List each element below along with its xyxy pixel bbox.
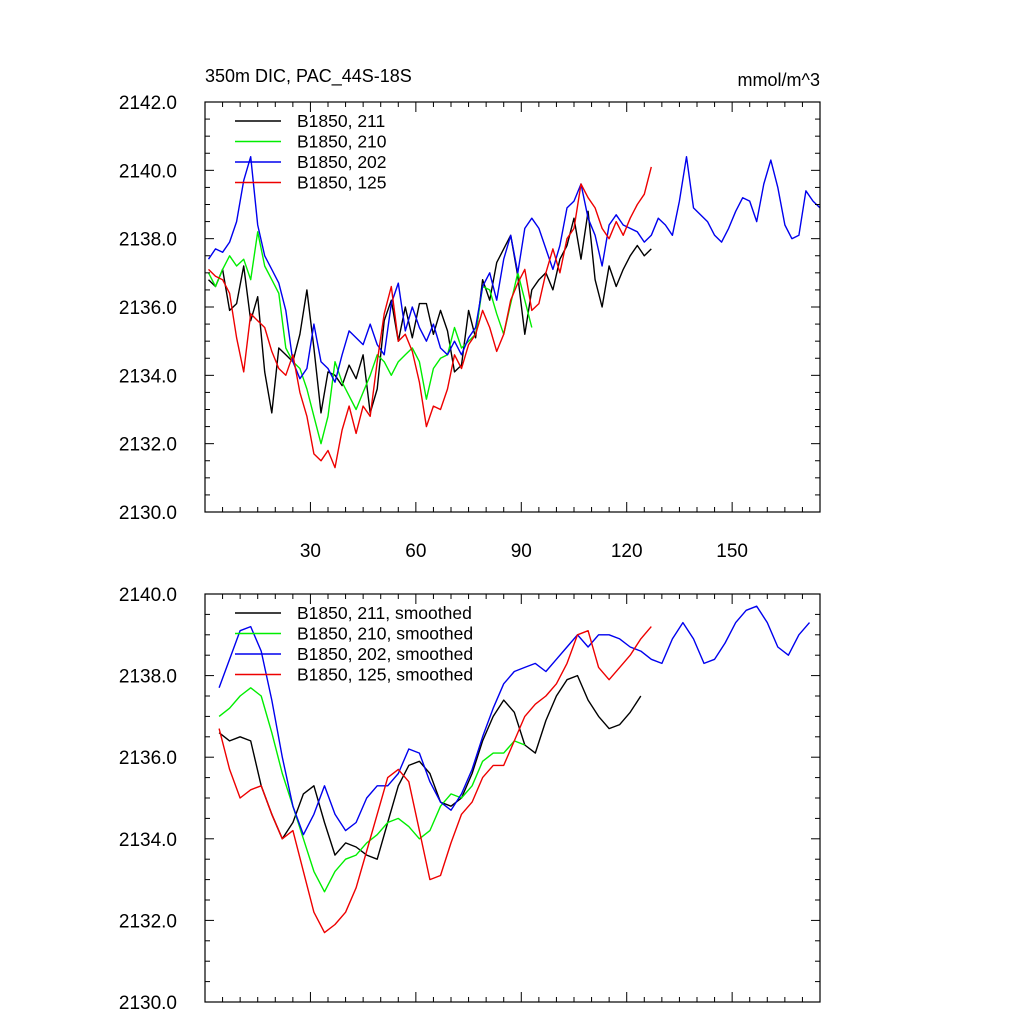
y-tick-label: 2132.0 xyxy=(119,435,177,456)
x-tick-label: 30 xyxy=(300,541,321,562)
series-line-2 xyxy=(207,155,820,383)
x-tick-label: 90 xyxy=(511,541,532,562)
legend-label: B1850, 125 xyxy=(297,173,387,193)
chart-title: 350m DIC, PAC_44S-18S xyxy=(205,66,412,87)
legend-label: B1850, 211, smoothed xyxy=(297,603,472,623)
y-tick-label: 2136.0 xyxy=(119,298,177,319)
y-tick-label: 2130.0 xyxy=(119,503,177,524)
y-tick-label: 2142.0 xyxy=(119,93,177,114)
series-line-1 xyxy=(218,687,526,893)
legend-label: B1850, 210, smoothed xyxy=(297,624,473,644)
legend-label: B1850, 125, smoothed xyxy=(297,665,473,685)
series-line-3 xyxy=(218,626,652,934)
y-tick-label: 2134.0 xyxy=(119,830,177,851)
x-tick-label: 120 xyxy=(611,541,643,562)
y-tick-label: 2134.0 xyxy=(119,366,177,387)
y-tick-label: 2138.0 xyxy=(119,230,177,251)
y-tick-label: 2130.0 xyxy=(119,993,177,1014)
legend-label: B1850, 202 xyxy=(297,152,387,172)
x-tick-label: 150 xyxy=(716,541,748,562)
series-line-0 xyxy=(208,210,652,414)
bottom-panel: 2130.0 2132.0 2134.0 2136.0 2138.0 2140.0 B185… xyxy=(119,585,821,1014)
series-line-3 xyxy=(208,166,652,469)
legend-label: B1850, 202, smoothed xyxy=(297,644,473,664)
y-tick-label: 2136.0 xyxy=(119,748,177,769)
legend-label: B1850, 210 xyxy=(297,132,387,152)
y-tick-label: 2138.0 xyxy=(119,667,177,688)
series-line-2 xyxy=(218,605,811,836)
series-group xyxy=(207,155,820,469)
top-panel: 2130.0 2132.0 2134.0 2136.0 2138.0 2140.0 2142… xyxy=(119,66,821,562)
y-tick-label: 2132.0 xyxy=(119,911,177,932)
series-line-1 xyxy=(207,231,533,445)
y-tick-label: 2140.0 xyxy=(119,585,177,606)
units-label: mmol/m^3 xyxy=(738,70,820,90)
x-tick-label: 60 xyxy=(405,541,426,562)
series-group xyxy=(218,605,811,934)
series-line-0 xyxy=(218,674,642,860)
y-tick-label: 2140.0 xyxy=(119,161,177,182)
legend-label: B1850, 211 xyxy=(297,111,385,131)
